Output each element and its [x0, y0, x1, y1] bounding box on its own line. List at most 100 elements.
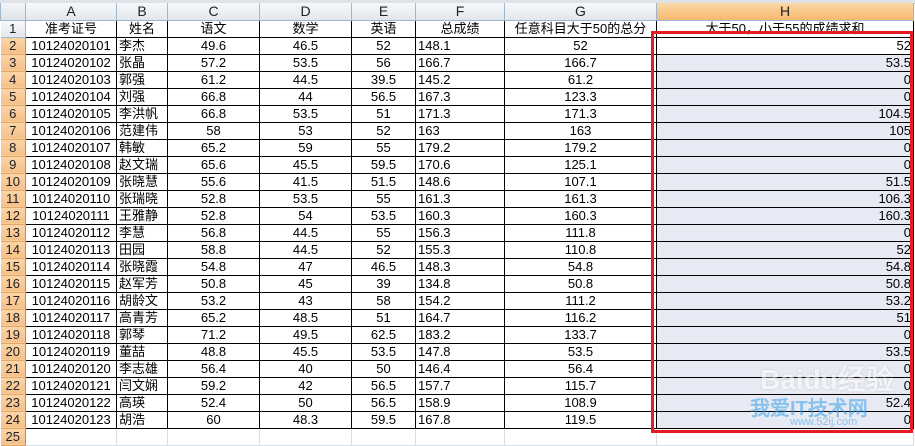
cell-a3[interactable]: 10124020102: [25, 53, 117, 72]
cell-e11[interactable]: 55: [351, 189, 416, 208]
header-cell-h[interactable]: 大于50，小于55的成绩求和: [656, 19, 914, 38]
cell-f7[interactable]: 163: [415, 121, 505, 140]
cell-d6[interactable]: 53.5: [259, 104, 352, 123]
cell-g17[interactable]: 111.2: [504, 291, 657, 310]
cell-h13[interactable]: 0: [656, 223, 914, 242]
cell-h4[interactable]: 0: [656, 70, 914, 89]
cell-h6[interactable]: 104.5: [656, 104, 914, 123]
cell-b15[interactable]: 张晓霞: [116, 257, 168, 276]
cell-c22[interactable]: 59.2: [167, 376, 260, 395]
cell-h11[interactable]: 106.3: [656, 189, 914, 208]
cell-b6[interactable]: 李洪帆: [116, 104, 168, 123]
cell-a10[interactable]: 10124020109: [25, 172, 117, 191]
cell-g5[interactable]: 123.3: [504, 87, 657, 106]
cell-a24[interactable]: 10124020123: [25, 410, 117, 429]
row-header-9[interactable]: 9: [0, 156, 26, 174]
cell-g13[interactable]: 111.8: [504, 223, 657, 242]
cell-d5[interactable]: 44: [259, 87, 352, 106]
cell-h24[interactable]: 0: [656, 410, 914, 429]
cell-b19[interactable]: 郭琴: [116, 325, 168, 344]
cell-e5[interactable]: 56.5: [351, 87, 416, 106]
cell-g3[interactable]: 166.7: [504, 53, 657, 72]
cell-b2[interactable]: 李杰: [116, 36, 168, 55]
cell-c17[interactable]: 53.2: [167, 291, 260, 310]
cell-g8[interactable]: 179.2: [504, 138, 657, 157]
cell-g4[interactable]: 61.2: [504, 70, 657, 89]
cell-c12[interactable]: 52.8: [167, 206, 260, 225]
column-header-e[interactable]: E: [351, 3, 416, 21]
cell-d8[interactable]: 59: [259, 138, 352, 157]
header-cell-g[interactable]: 任意科目大于50的总分: [504, 19, 657, 38]
cell-d24[interactable]: 48.3: [259, 410, 352, 429]
cell-f15[interactable]: 148.3: [415, 257, 505, 276]
cell-e2[interactable]: 52: [351, 36, 416, 55]
column-header-g[interactable]: G: [504, 3, 657, 21]
cell-a2[interactable]: 10124020101: [25, 36, 117, 55]
cell-h5[interactable]: 0: [656, 87, 914, 106]
cell-e8[interactable]: 55: [351, 138, 416, 157]
cell-d3[interactable]: 53.5: [259, 53, 352, 72]
cell-a20[interactable]: 10124020119: [25, 342, 117, 361]
row-header-18[interactable]: 18: [0, 309, 26, 327]
row-header-21[interactable]: 21: [0, 360, 26, 378]
header-cell-c[interactable]: 语文: [167, 19, 260, 38]
cell-c11[interactable]: 52.8: [167, 189, 260, 208]
empty-cell[interactable]: [259, 427, 352, 446]
cell-a7[interactable]: 10124020106: [25, 121, 117, 140]
cell-h19[interactable]: 0: [656, 325, 914, 344]
cell-b23[interactable]: 高瑛: [116, 393, 168, 412]
cell-a14[interactable]: 10124020113: [25, 240, 117, 259]
cell-g19[interactable]: 133.7: [504, 325, 657, 344]
cell-e13[interactable]: 55: [351, 223, 416, 242]
row-header-11[interactable]: 11: [0, 190, 26, 208]
cell-b14[interactable]: 田园: [116, 240, 168, 259]
cell-e24[interactable]: 59.5: [351, 410, 416, 429]
row-header-15[interactable]: 15: [0, 258, 26, 276]
column-header-h[interactable]: H: [656, 3, 914, 21]
cell-d22[interactable]: 42: [259, 376, 352, 395]
cell-b17[interactable]: 胡龄文: [116, 291, 168, 310]
cell-a5[interactable]: 10124020104: [25, 87, 117, 106]
cell-d12[interactable]: 54: [259, 206, 352, 225]
cell-b12[interactable]: 王雅静: [116, 206, 168, 225]
cell-e16[interactable]: 39: [351, 274, 416, 293]
cell-f11[interactable]: 161.3: [415, 189, 505, 208]
cell-f17[interactable]: 154.2: [415, 291, 505, 310]
cell-a15[interactable]: 10124020114: [25, 257, 117, 276]
cell-b11[interactable]: 张瑞晓: [116, 189, 168, 208]
cell-f22[interactable]: 157.7: [415, 376, 505, 395]
cell-a18[interactable]: 10124020117: [25, 308, 117, 327]
cell-e23[interactable]: 56.5: [351, 393, 416, 412]
column-header-b[interactable]: B: [116, 3, 168, 21]
cell-a4[interactable]: 10124020103: [25, 70, 117, 89]
cell-b18[interactable]: 高青芳: [116, 308, 168, 327]
cell-h12[interactable]: 160.3: [656, 206, 914, 225]
cell-d7[interactable]: 53: [259, 121, 352, 140]
cell-b24[interactable]: 胡浩: [116, 410, 168, 429]
cell-g6[interactable]: 171.3: [504, 104, 657, 123]
cell-b22[interactable]: 闫文娴: [116, 376, 168, 395]
cell-a13[interactable]: 10124020112: [25, 223, 117, 242]
cell-g11[interactable]: 161.3: [504, 189, 657, 208]
cell-h2[interactable]: 52: [656, 36, 914, 55]
cell-c16[interactable]: 50.8: [167, 274, 260, 293]
cell-a6[interactable]: 10124020105: [25, 104, 117, 123]
cell-f14[interactable]: 155.3: [415, 240, 505, 259]
cell-f20[interactable]: 147.8: [415, 342, 505, 361]
cell-a16[interactable]: 10124020115: [25, 274, 117, 293]
cell-e15[interactable]: 46.5: [351, 257, 416, 276]
cell-e6[interactable]: 51: [351, 104, 416, 123]
cell-e9[interactable]: 59.5: [351, 155, 416, 174]
cell-c4[interactable]: 61.2: [167, 70, 260, 89]
cell-f19[interactable]: 183.2: [415, 325, 505, 344]
cell-b10[interactable]: 张晓慧: [116, 172, 168, 191]
cell-d13[interactable]: 44.5: [259, 223, 352, 242]
cell-g10[interactable]: 107.1: [504, 172, 657, 191]
cell-c10[interactable]: 55.6: [167, 172, 260, 191]
column-header-c[interactable]: C: [167, 3, 260, 21]
cell-h15[interactable]: 54.8: [656, 257, 914, 276]
row-header-22[interactable]: 22: [0, 377, 26, 395]
empty-cell[interactable]: [656, 427, 914, 446]
cell-f12[interactable]: 160.3: [415, 206, 505, 225]
cell-f21[interactable]: 146.4: [415, 359, 505, 378]
